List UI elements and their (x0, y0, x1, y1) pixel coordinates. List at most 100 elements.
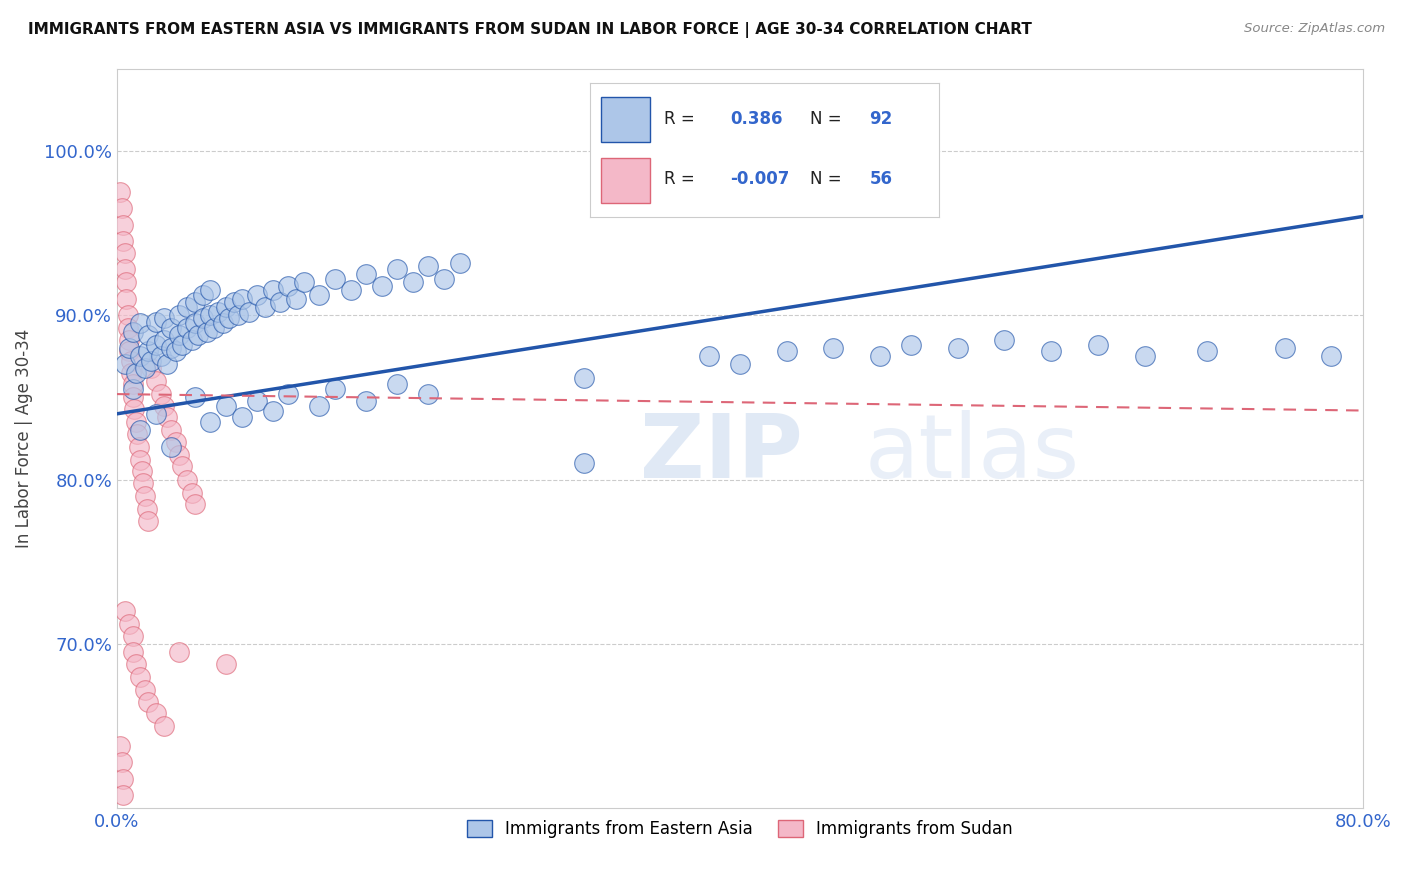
Point (108, 739, 131, 753)
Point (176, 300, 198, 314)
Point (129, 317, 152, 331)
Point (152, 333, 174, 347)
Point (387, 377, 409, 392)
Point (246, 393, 269, 408)
Point (262, 403, 284, 417)
Point (184, 497, 207, 511)
Text: Source: ZipAtlas.com: Source: ZipAtlas.com (1244, 22, 1385, 36)
Point (900, 337, 922, 351)
Point (121, 382, 143, 396)
Point (1274, 341, 1296, 355)
Point (433, 272, 456, 286)
Point (262, 284, 284, 298)
Point (152, 399, 174, 413)
Point (292, 275, 315, 289)
Point (238, 305, 260, 319)
Point (572, 370, 595, 384)
Point (308, 399, 330, 413)
Point (112, 789, 135, 803)
Point (215, 300, 238, 314)
Point (145, 337, 167, 351)
Point (167, 308, 190, 322)
Point (114, 262, 136, 277)
Point (823, 341, 845, 355)
Point (114, 245, 136, 260)
Point (418, 259, 440, 273)
Point (121, 377, 143, 392)
Point (191, 288, 214, 302)
Point (277, 387, 299, 401)
Point (200, 415, 222, 429)
Point (135, 502, 157, 516)
Point (118, 344, 141, 359)
Point (218, 311, 240, 326)
Point (993, 333, 1015, 347)
Point (184, 390, 207, 404)
Point (118, 333, 141, 347)
Point (172, 337, 194, 351)
Point (184, 295, 207, 310)
Point (134, 683, 156, 698)
Point (115, 292, 138, 306)
Point (134, 489, 156, 503)
Point (215, 399, 238, 413)
Point (145, 407, 167, 421)
Point (165, 434, 187, 449)
Point (418, 387, 440, 401)
Point (253, 300, 276, 314)
Point (132, 475, 155, 490)
Point (136, 695, 159, 709)
Point (114, 604, 136, 618)
Point (176, 473, 198, 487)
Point (1195, 344, 1218, 359)
Point (120, 366, 142, 380)
Point (149, 349, 172, 363)
Legend: Immigrants from Eastern Asia, Immigrants from Sudan: Immigrants from Eastern Asia, Immigrants… (460, 813, 1019, 845)
Point (117, 321, 139, 335)
Point (145, 706, 167, 720)
Point (129, 423, 152, 437)
Point (112, 218, 135, 232)
Point (184, 317, 207, 331)
Point (167, 327, 190, 342)
Point (152, 311, 174, 326)
Point (946, 341, 969, 355)
Point (202, 321, 225, 335)
Point (121, 390, 143, 404)
Point (572, 456, 595, 470)
Point (160, 321, 183, 335)
Point (160, 440, 183, 454)
Point (156, 410, 179, 425)
Point (129, 670, 152, 684)
Point (131, 464, 153, 478)
Point (127, 426, 149, 441)
Point (339, 284, 361, 298)
Point (222, 295, 245, 310)
Text: ZIP: ZIP (640, 409, 803, 497)
Point (118, 341, 141, 355)
Point (145, 374, 167, 388)
Point (136, 344, 159, 359)
Point (121, 629, 143, 643)
Point (228, 308, 250, 322)
Point (134, 360, 156, 375)
Text: IMMIGRANTS FROM EASTERN ASIA VS IMMIGRANTS FROM SUDAN IN LABOR FORCE | AGE 30-34: IMMIGRANTS FROM EASTERN ASIA VS IMMIGRAN… (28, 22, 1032, 38)
Point (117, 308, 139, 322)
Point (136, 514, 159, 528)
Point (775, 344, 797, 359)
Point (285, 292, 308, 306)
Point (212, 317, 235, 331)
Point (111, 202, 134, 216)
Point (449, 255, 471, 269)
Point (118, 617, 141, 632)
Point (160, 423, 183, 437)
Point (387, 262, 409, 277)
Point (121, 325, 143, 339)
Point (145, 315, 167, 329)
Point (141, 354, 163, 368)
Point (269, 295, 291, 310)
Point (1040, 344, 1063, 359)
Point (176, 321, 198, 335)
Point (277, 278, 299, 293)
Point (160, 341, 183, 355)
